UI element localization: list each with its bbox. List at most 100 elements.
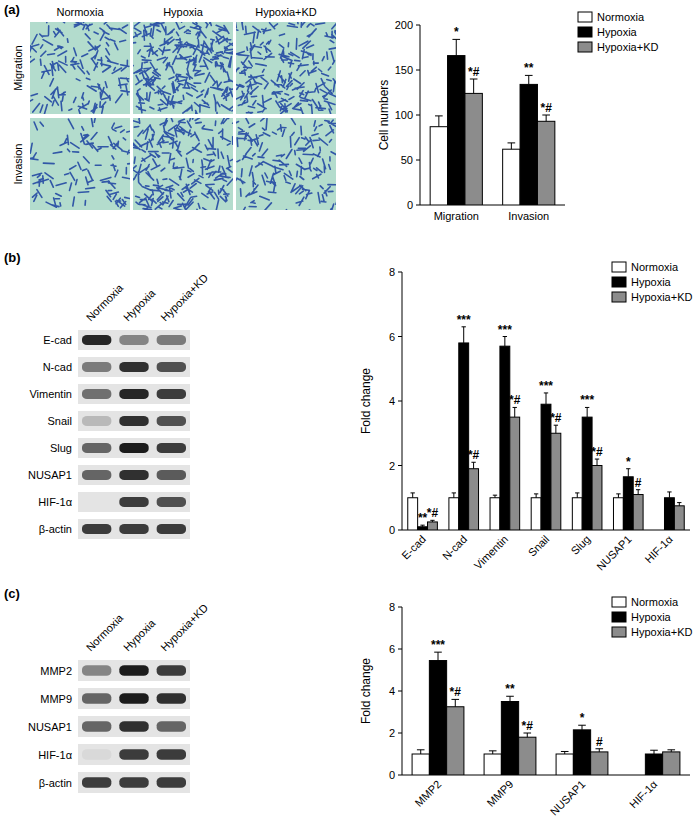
annotation: *: [626, 455, 631, 469]
y-tick-label: 8: [389, 601, 395, 613]
cells: [30, 22, 129, 114]
bar: [645, 754, 662, 775]
error-bar: [636, 490, 640, 495]
band: [119, 693, 148, 704]
band: [157, 693, 186, 704]
band: [119, 524, 148, 534]
band: [82, 470, 111, 480]
error-bar: [667, 492, 671, 498]
y-tick: [416, 160, 420, 161]
bar: [613, 498, 623, 530]
band: [157, 524, 186, 534]
band: [157, 362, 186, 372]
bar: [448, 56, 465, 205]
band: [82, 443, 111, 453]
band: [157, 497, 186, 507]
annotation: *: [580, 711, 585, 725]
y-tick: [398, 401, 402, 402]
annotation: ***: [431, 638, 445, 652]
bar: [551, 433, 561, 530]
band: [82, 665, 111, 676]
annotation: ***: [498, 323, 512, 337]
y-tick: [398, 465, 402, 466]
bar: [430, 127, 447, 205]
x-tick-label: N-cad: [440, 533, 469, 562]
error-bar: [585, 407, 589, 417]
lane-label: Hypoxia: [121, 616, 158, 653]
micrograph: [133, 22, 233, 114]
row-label: Migration: [12, 45, 24, 90]
band: [119, 389, 148, 399]
error-bar: [575, 493, 579, 498]
error-bar: [435, 116, 443, 127]
annotation: *#: [468, 65, 480, 79]
band: [82, 524, 111, 534]
y-tick: [398, 336, 402, 337]
y-tick: [416, 25, 420, 26]
micrograph: [133, 118, 233, 210]
error-bar: [578, 725, 586, 730]
annotation: **: [505, 682, 515, 696]
legend-label: Hypoxia: [631, 611, 672, 623]
x-tick-label: NUSAP1: [594, 533, 634, 573]
band: [157, 389, 186, 399]
cells: [30, 118, 130, 208]
marks: [408, 327, 684, 530]
blot-row-label: HIF-1α: [38, 496, 73, 508]
bar: [633, 495, 643, 530]
blot-row-label: NUSAP1: [28, 721, 72, 733]
error-bar: [677, 503, 681, 506]
annotation: *#: [468, 448, 480, 462]
band: [119, 777, 148, 788]
error-bar: [489, 751, 497, 754]
annotation: *#: [591, 445, 603, 459]
lane-label: Hypoxia+KD: [158, 601, 210, 653]
y-tick: [398, 530, 402, 531]
bar: [663, 752, 680, 775]
legend-label: Hypoxia: [597, 26, 638, 38]
blot-strip: [78, 465, 190, 485]
error-bar: [452, 39, 460, 55]
x-tick-label: Vimentin: [472, 533, 511, 572]
band: [119, 665, 148, 676]
y-tick: [416, 205, 420, 206]
bar: [459, 343, 469, 530]
lane-label: Hypoxia: [121, 286, 158, 323]
chart: 02468Fold changeE-cad***#N-cad****#Vimen…: [359, 261, 693, 573]
y-tick-label: 6: [389, 643, 395, 655]
band: [119, 416, 148, 426]
annotation: ***: [580, 393, 594, 407]
lane-label: Normoxia: [84, 281, 126, 323]
error-bar: [595, 749, 603, 752]
error-bar: [430, 520, 434, 522]
bar: [429, 661, 446, 775]
error-bar: [452, 493, 456, 498]
bar: [556, 754, 573, 775]
legend-label: Hypoxia+KD: [631, 291, 693, 303]
chart: 02468Fold changeMMP2****#MMP9***#NUSAP1*…: [359, 596, 693, 818]
blot-row-label: Vimentin: [29, 388, 72, 400]
column-label: Normoxia: [56, 6, 104, 18]
bar: [412, 754, 429, 775]
error-bar: [508, 143, 516, 149]
band: [119, 335, 148, 345]
y-tick: [416, 115, 420, 116]
x-tick-label: Migration: [434, 210, 479, 222]
bar: [623, 477, 633, 530]
legend-label: Hypoxia: [631, 276, 672, 288]
error-bar: [626, 469, 630, 477]
band: [119, 443, 148, 453]
legend-swatch: [578, 42, 592, 52]
bar: [449, 498, 459, 530]
y-tick: [416, 70, 420, 71]
legend-swatch: [612, 262, 626, 272]
micrograph: [30, 22, 130, 114]
y-tick-label: 2: [389, 460, 395, 472]
y-tick-label: 6: [389, 331, 395, 343]
annotation: *#: [550, 411, 562, 425]
band: [82, 335, 111, 345]
blot-strip: [78, 688, 190, 709]
band: [119, 749, 148, 760]
blot-strip: [78, 772, 190, 793]
legend-swatch: [612, 612, 626, 622]
